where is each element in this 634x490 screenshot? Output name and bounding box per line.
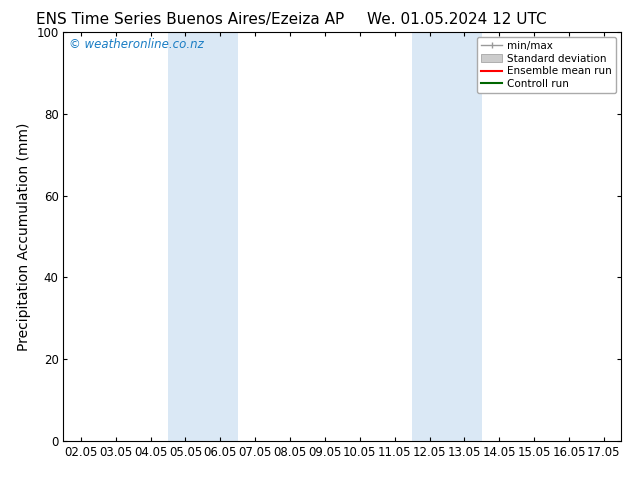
Text: ENS Time Series Buenos Aires/Ezeiza AP: ENS Time Series Buenos Aires/Ezeiza AP xyxy=(36,12,344,27)
Text: We. 01.05.2024 12 UTC: We. 01.05.2024 12 UTC xyxy=(366,12,547,27)
Legend: min/max, Standard deviation, Ensemble mean run, Controll run: min/max, Standard deviation, Ensemble me… xyxy=(477,37,616,93)
Bar xyxy=(168,32,238,441)
Text: © weatheronline.co.nz: © weatheronline.co.nz xyxy=(69,38,204,51)
Bar xyxy=(412,32,482,441)
Y-axis label: Precipitation Accumulation (mm): Precipitation Accumulation (mm) xyxy=(16,122,30,351)
